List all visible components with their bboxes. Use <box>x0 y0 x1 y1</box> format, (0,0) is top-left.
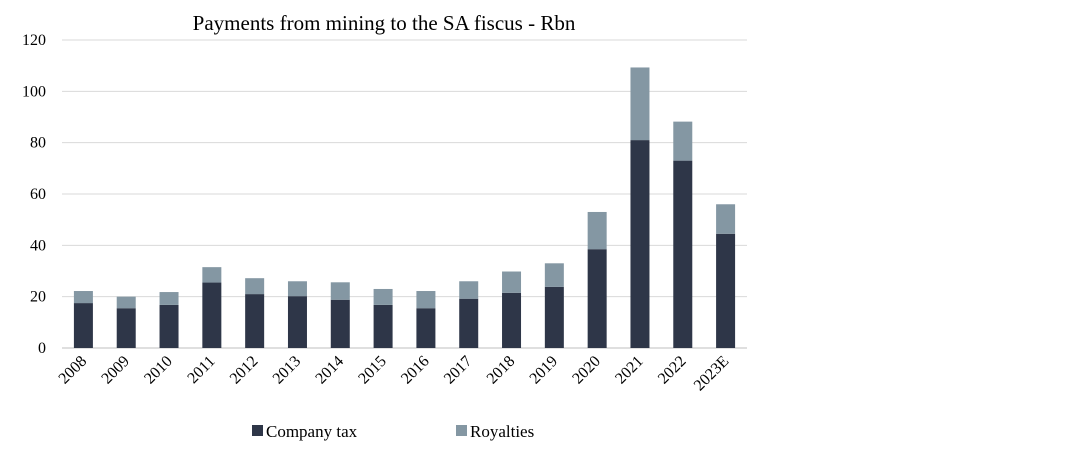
legend-swatch <box>456 425 467 436</box>
x-tick-label: 2016 <box>398 353 433 388</box>
y-tick-label: 60 <box>30 186 46 203</box>
bar-royalties <box>116 296 136 309</box>
x-tick-label: 2023E <box>691 353 733 395</box>
bar-company-tax <box>459 298 479 348</box>
bar-royalties <box>630 67 650 141</box>
y-tick-label: 20 <box>30 289 46 306</box>
bar-company-tax <box>245 294 265 348</box>
bar-company-tax <box>287 296 307 348</box>
x-axis-ticks: 2008 2009 2010 2011 2012 2013 2014 2015 2016 2017… <box>56 353 733 395</box>
x-tick-label: 2011 <box>184 353 218 387</box>
x-tick-label: 2017 <box>441 353 476 388</box>
x-tick-label: 2010 <box>141 353 176 388</box>
x-tick-label: 2021 <box>612 353 647 388</box>
bar-company-tax <box>502 292 522 348</box>
x-tick-label: 2018 <box>484 353 519 388</box>
bar-company-tax <box>630 140 650 348</box>
bar-company-tax <box>373 304 393 348</box>
bar-royalties <box>716 204 736 234</box>
x-tick-label: 2008 <box>56 353 91 388</box>
x-tick-label: 2013 <box>270 353 305 388</box>
legend-label: Royalties <box>470 422 534 441</box>
bar-company-tax <box>544 286 564 348</box>
bar-royalties <box>587 211 607 250</box>
legend-swatch <box>252 425 263 436</box>
bar-royalties <box>202 267 222 283</box>
bar-royalties <box>502 271 522 293</box>
x-tick-label: 2012 <box>227 353 262 388</box>
x-tick-label: 2015 <box>355 353 390 388</box>
x-tick-label: 2014 <box>312 353 347 388</box>
bar-company-tax <box>159 304 179 348</box>
bar-royalties <box>159 292 179 305</box>
y-axis-ticks: 0 20 40 60 80 100 120 <box>22 32 46 357</box>
x-tick-label: 2009 <box>98 353 133 388</box>
x-tick-label: 2020 <box>569 353 604 388</box>
y-tick-label: 0 <box>38 340 46 357</box>
y-tick-label: 40 <box>30 237 46 254</box>
bar-company-tax <box>202 282 222 348</box>
bar-royalties <box>73 291 93 304</box>
bar-royalties <box>245 278 265 295</box>
y-tick-label: 120 <box>22 32 46 49</box>
bar-royalties <box>544 263 564 287</box>
bar-company-tax <box>330 299 350 348</box>
bar-royalties <box>416 291 436 309</box>
legend-label: Company tax <box>266 422 358 441</box>
bar-royalties <box>330 282 350 300</box>
y-tick-label: 100 <box>22 83 46 100</box>
bar-royalties <box>373 288 393 305</box>
bars <box>73 67 736 348</box>
bar-company-tax <box>73 303 93 348</box>
chart-title: Payments from mining to the SA fiscus - … <box>193 11 576 35</box>
y-tick-label: 80 <box>30 135 46 152</box>
x-tick-label: 2022 <box>655 353 690 388</box>
bar-royalties <box>459 281 479 299</box>
bar-company-tax <box>416 308 436 348</box>
bar-company-tax <box>587 249 607 348</box>
legend: Company tax Royalties <box>252 422 534 441</box>
bar-company-tax <box>116 308 136 348</box>
bar-company-tax <box>716 233 736 348</box>
bar-company-tax <box>673 160 693 348</box>
bar-royalties <box>287 281 307 297</box>
bar-royalties <box>673 121 693 161</box>
x-tick-label: 2019 <box>527 353 562 388</box>
